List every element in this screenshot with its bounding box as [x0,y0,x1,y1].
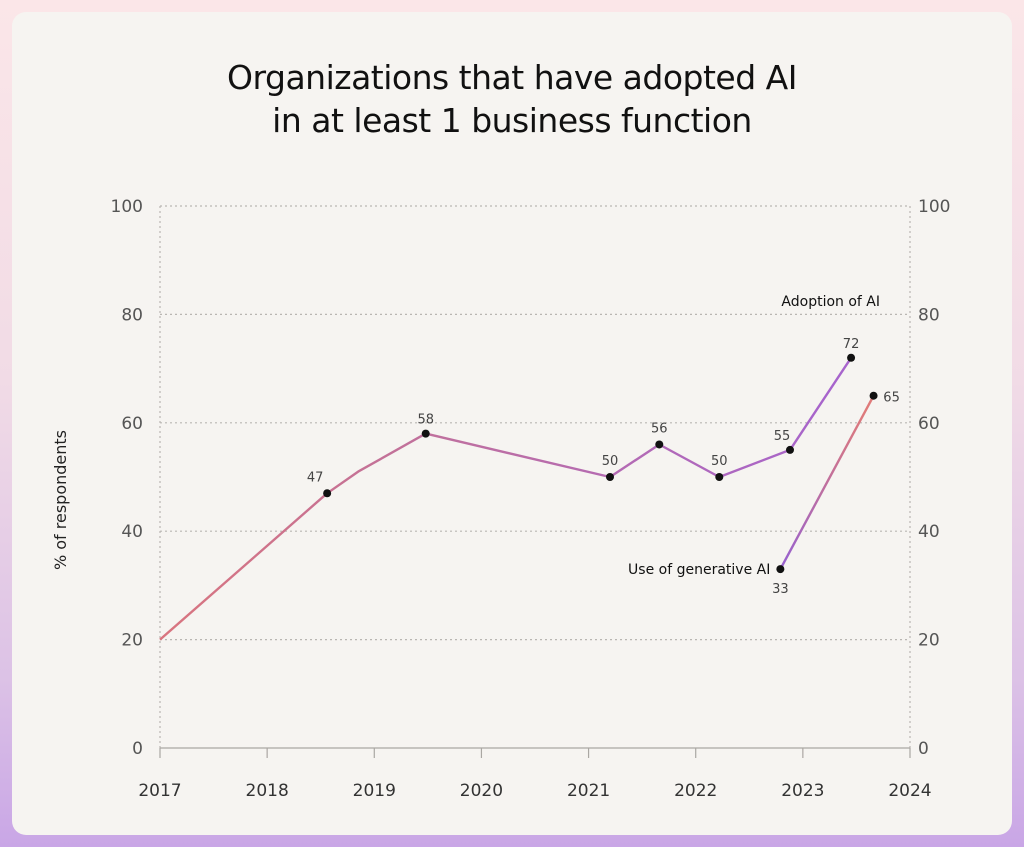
y-tick-label-left: 100 [111,197,143,217]
data-point [776,565,785,574]
data-point [847,353,856,362]
data-label: 58 [417,413,434,428]
y-tick-label-left: 20 [121,631,143,651]
y-tick-label-right: 80 [918,305,940,325]
data-label: 65 [883,391,900,406]
x-tick-label: 2024 [888,781,931,801]
chart-title: Organizations that have adopted AI in at… [12,56,1012,142]
chart-title-line-1: Organizations that have adopted AI [227,58,797,97]
data-label: 50 [602,454,619,469]
data-label: 56 [651,421,668,436]
data-point [655,440,664,449]
x-tick-label: 2021 [567,781,610,801]
series-1: 33 65 Use of generative AI [628,391,900,597]
data-point [421,429,430,438]
y-tick-label-left: 0 [132,739,143,759]
data-point [715,473,724,481]
y-tick-label-right: 100 [918,197,950,217]
y-tick-label-right: 40 [918,522,940,542]
series-0: 47 58 50 56 50 55 72 Adoption of AI [159,294,880,641]
x-tick-label: 2023 [781,781,824,801]
chart-title-line-2: in at least 1 business function [272,101,752,140]
series-label-generative: Use of generative AI [628,562,770,578]
x-tick-label: 2018 [246,781,289,801]
y-tick-label-right: 0 [918,739,929,759]
y-axis-label: % of respondents [51,430,70,570]
chart-card: Organizations that have adopted AI in at… [12,12,1012,835]
data-point [606,473,614,481]
data-point [869,391,878,400]
data-point [786,445,794,454]
y-axis-left-ticks: 0 20 40 60 80 100 [111,197,143,759]
series-line [159,357,853,641]
data-label: 47 [307,470,324,485]
x-tick-label: 2019 [353,781,396,801]
data-label: 55 [774,429,791,444]
data-point [323,489,332,498]
y-tick-label-right: 60 [918,414,940,434]
y-tick-label-right: 20 [918,631,940,651]
x-axis-ticks: 2017 2018 2019 2020 2021 2022 2023 2024 [138,781,931,801]
data-label: 50 [711,454,728,469]
y-tick-label-left: 40 [121,522,143,542]
data-label: 33 [772,582,789,597]
series-label-adoption: Adoption of AI [781,294,880,310]
data-label: 72 [843,337,860,352]
series-group: 47 58 50 56 50 55 72 Adoption of AI 33 65 Use of g… [159,294,900,641]
axes [159,747,911,758]
x-tick-label: 2022 [674,781,717,801]
grid-lines [159,205,911,748]
series-line [779,395,875,570]
y-tick-label-left: 80 [121,305,143,325]
x-tick-label: 2020 [460,781,503,801]
x-tick-label: 2017 [138,781,181,801]
y-tick-label-left: 60 [121,414,143,434]
y-axis-right-ticks: 0 20 40 60 80 100 [918,197,950,759]
